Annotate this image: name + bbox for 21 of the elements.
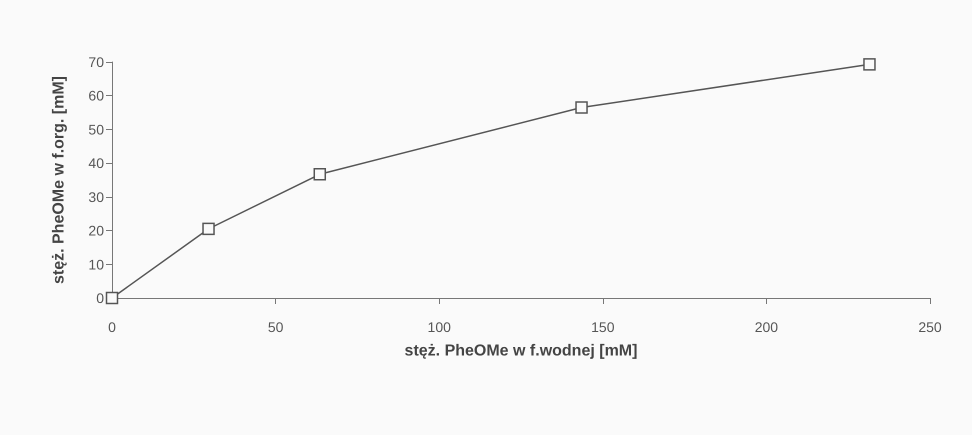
point: [863, 58, 876, 71]
x-tick-label: 150: [591, 319, 615, 335]
y-tick-label: 30: [88, 188, 104, 205]
x-tick-label: 200: [754, 319, 778, 335]
x-axis-title: stęż. PheOMe w f.wodnej [mM]: [404, 342, 638, 360]
x-tick-label: 250: [918, 319, 942, 335]
x-tick-label: 100: [428, 319, 452, 335]
y-tick-label: 60: [88, 88, 104, 104]
y-tick-label: 70: [88, 54, 104, 70]
point: [314, 168, 326, 181]
y-axis-title: stęż. PheOMe w f.org. [mM]: [50, 76, 68, 284]
x-tick-label: 50: [268, 319, 284, 335]
point: [202, 222, 215, 236]
x-tick-label: 0: [108, 319, 116, 335]
y-tick-label: 20: [88, 222, 104, 239]
y-tick-label: 40: [88, 155, 104, 172]
point: [575, 101, 588, 114]
y-tick-label: 10: [88, 256, 104, 272]
y-tick-label: 0: [96, 290, 104, 306]
point: [106, 292, 118, 304]
y-tick-label: 50: [88, 121, 104, 138]
